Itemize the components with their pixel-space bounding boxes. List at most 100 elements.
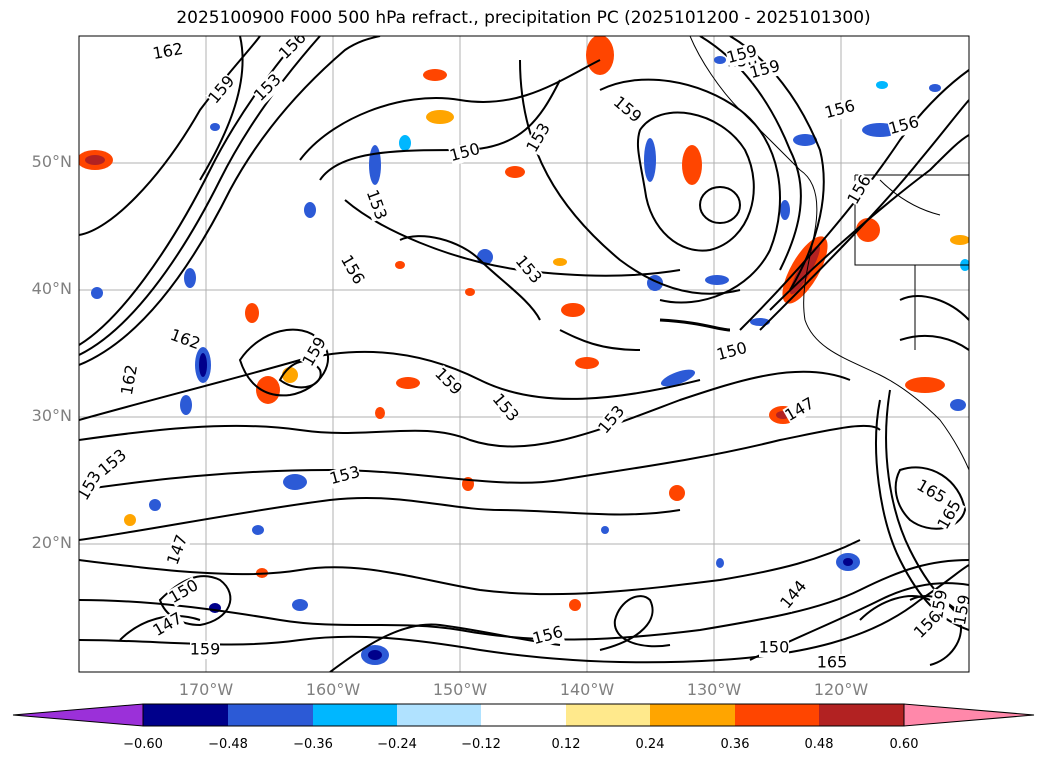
- precip-patch: [714, 56, 726, 64]
- precip-patch: [644, 138, 656, 182]
- precip-patch: [465, 288, 475, 296]
- lat-label-50n: 50°N: [31, 152, 72, 171]
- contour-line: [769, 134, 969, 311]
- colorbar-tick-label: −0.48: [208, 737, 248, 752]
- contour-line: [79, 497, 681, 541]
- colorbar-extend-high: [903, 703, 1035, 727]
- contour-label-bg: [523, 120, 555, 156]
- colorbar-tick-label: −0.24: [377, 737, 417, 752]
- contour-line: [79, 564, 969, 664]
- contour-label-bg: [164, 532, 192, 568]
- contour-label: 165: [817, 653, 848, 672]
- contour-line: [899, 295, 969, 321]
- colorbar-tick-label: 0.24: [635, 737, 665, 752]
- precip-patch: [252, 525, 264, 535]
- contour-label-bg: [251, 71, 285, 105]
- contour-line: [79, 36, 261, 236]
- map-frame: [78, 35, 970, 673]
- colorbar-swatch: [143, 704, 228, 726]
- contour-label-bg: [817, 654, 847, 672]
- precip-patch: [950, 399, 966, 411]
- contour-label-bg: [715, 339, 749, 365]
- precip-patch: [905, 377, 945, 393]
- contour-line: [79, 36, 381, 366]
- contour-line: [79, 424, 881, 491]
- precip-patch: [716, 558, 724, 568]
- contour-label-bg: [748, 57, 782, 83]
- contour-label-bg: [823, 97, 857, 123]
- lat-label-20n: 20°N: [31, 533, 72, 552]
- colorbar-swatch: [481, 704, 566, 726]
- contour-label-bg: [431, 365, 465, 399]
- contour-label-bg: [95, 446, 131, 480]
- precip-patch: [705, 275, 729, 285]
- contour-line: [199, 36, 244, 181]
- lon-label-150w: 150°W: [432, 680, 488, 699]
- precip-patch: [876, 81, 888, 89]
- precip-patch: [843, 558, 853, 566]
- precip-patch: [561, 303, 585, 317]
- precip-patch: [245, 303, 259, 323]
- lon-label-120w: 120°W: [813, 680, 869, 699]
- colorbar-tick-label: −0.36: [293, 737, 333, 752]
- precip-patch: [950, 235, 969, 245]
- contour-label-bg: [328, 463, 362, 489]
- contour-line: [859, 595, 931, 621]
- contour-label-bg: [205, 72, 239, 108]
- precip-patch: [682, 145, 702, 185]
- precip-patch: [399, 135, 411, 151]
- precip-patch: [569, 599, 581, 611]
- precip-patch: [375, 407, 385, 419]
- colorbar-outline: [142, 703, 905, 727]
- contour-line: [739, 69, 969, 331]
- lat-label-30n: 30°N: [31, 406, 72, 425]
- lon-label-160w: 160°W: [305, 680, 361, 699]
- precip-patch: [586, 36, 614, 75]
- contour-label-bg: [299, 334, 331, 370]
- precip-patch: [85, 155, 105, 165]
- precip-patch: [180, 395, 192, 415]
- colorbar-swatch: [228, 704, 313, 726]
- precip-patch: [575, 357, 599, 369]
- colorbar-extend-low: [12, 703, 144, 727]
- contour-label-bg: [725, 42, 759, 68]
- precip-patch: [283, 474, 307, 490]
- colorbar-swatch: [650, 704, 735, 726]
- lon-label-140w: 140°W: [559, 680, 615, 699]
- contour-line: [79, 370, 851, 448]
- lat-label-40n: 40°N: [31, 279, 72, 298]
- contour-line: [278, 360, 322, 389]
- colorbar-swatch: [735, 704, 819, 726]
- contour-label-bg: [887, 113, 921, 139]
- contour-label-bg: [934, 497, 966, 533]
- precip-patch: [184, 268, 196, 288]
- contour-line: [119, 615, 201, 641]
- contour-label: 159: [950, 593, 974, 626]
- precip-patch: [929, 84, 941, 92]
- contour-label-bg: [488, 390, 522, 426]
- figure-title: 2025100900 F000 500 hPa refract., precip…: [176, 8, 871, 28]
- contour-label: 159: [190, 640, 221, 659]
- contour-line: [238, 328, 330, 397]
- colorbar-tick-label: 0.12: [551, 737, 581, 752]
- contour-label-bg: [531, 623, 565, 649]
- contour-label-bg: [759, 639, 789, 657]
- contour-line: [79, 36, 301, 346]
- contour-label-bg: [609, 93, 645, 127]
- precipitation-patches: [79, 36, 969, 665]
- contour-label-bg: [911, 608, 945, 642]
- coastline-path: [689, 36, 969, 471]
- contour-line: [329, 623, 561, 672]
- precip-patch: [369, 145, 381, 185]
- colorbar-tick-label: 0.36: [720, 737, 750, 752]
- contour-label-bg: [913, 476, 949, 508]
- contour-label-bg: [595, 402, 629, 438]
- coastline: [689, 36, 969, 471]
- contour-line: [599, 78, 781, 304]
- contour-line: [79, 539, 861, 596]
- precip-patch: [660, 369, 696, 387]
- contour-label-bg: [166, 576, 202, 608]
- colorbar: [12, 703, 1035, 727]
- map-panel: [79, 36, 969, 672]
- precip-patch: [149, 499, 161, 511]
